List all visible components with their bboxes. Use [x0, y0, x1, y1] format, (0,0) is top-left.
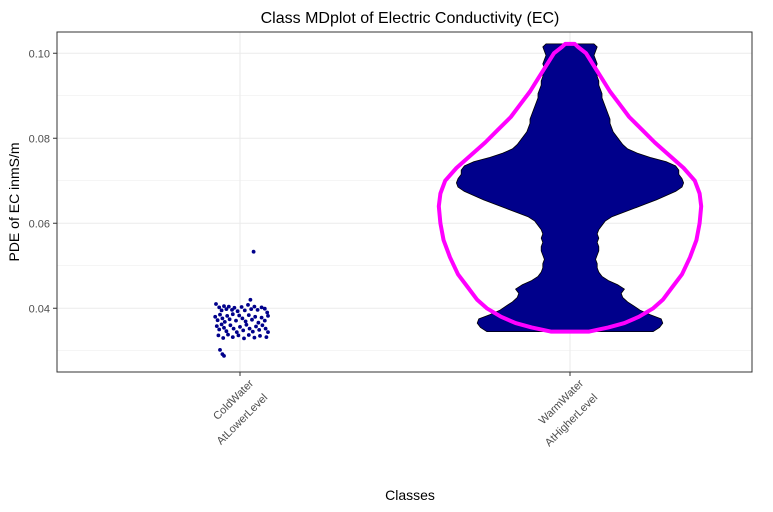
data-point [241, 328, 246, 333]
data-point [235, 309, 240, 314]
y-tick-label: 0.06 [29, 218, 50, 230]
data-point [259, 305, 264, 310]
points-layer [213, 249, 270, 358]
data-point [244, 322, 249, 327]
data-point [260, 323, 265, 328]
data-point [237, 313, 242, 318]
data-point [217, 305, 222, 310]
data-point [219, 322, 224, 327]
data-point [230, 312, 235, 317]
data-point [265, 310, 270, 315]
data-point [226, 332, 230, 337]
data-point [215, 318, 220, 323]
data-point [234, 330, 239, 334]
data-point [250, 329, 255, 334]
y-tick-label: 0.08 [29, 133, 50, 145]
data-point [264, 335, 269, 339]
overlay-curve-1 [436, 41, 704, 334]
data-point [258, 334, 262, 338]
data-point [220, 316, 225, 321]
data-point [227, 317, 232, 322]
data-point [234, 318, 238, 323]
data-point [238, 325, 242, 329]
data-point [266, 314, 270, 318]
data-point [225, 314, 230, 318]
data-point [221, 336, 226, 340]
overlay-layer [436, 41, 704, 334]
panel-border [56, 31, 753, 373]
data-point [248, 297, 253, 302]
data-point [263, 326, 268, 331]
density-shape-1 [456, 43, 684, 332]
data-point [254, 324, 258, 329]
y-tick-label: 0.04 [29, 303, 50, 315]
data-point [246, 303, 250, 307]
data-point [246, 333, 251, 337]
data-point [222, 354, 226, 358]
data-point [242, 308, 247, 313]
data-point [222, 304, 226, 308]
data-point [217, 327, 222, 332]
y-axis-title: PDE of EC inmS/m [6, 142, 22, 261]
data-point [255, 308, 260, 312]
data-point [228, 323, 233, 328]
data-point [253, 314, 258, 319]
data-point [222, 320, 227, 324]
y-axis: 0.04 0.06 0.08 0.10 [29, 48, 57, 315]
data-point [256, 320, 261, 325]
x-axis-title: Classes [385, 487, 435, 503]
data-point [216, 333, 221, 338]
data-point [232, 305, 237, 310]
data-point [259, 315, 264, 320]
data-point [240, 316, 245, 321]
data-point [213, 314, 218, 319]
data-point [219, 308, 224, 313]
chart-title: Class MDplot of Electric Conductivity (E… [261, 10, 560, 27]
data-point [262, 318, 267, 323]
data-point [218, 348, 222, 352]
data-point [231, 326, 236, 331]
data-point [226, 304, 231, 309]
data-point [224, 307, 229, 311]
data-point [247, 326, 252, 331]
data-point [242, 336, 246, 341]
data-point [257, 328, 262, 332]
data-point [252, 335, 257, 340]
data-point [214, 324, 219, 328]
data-point [224, 329, 229, 334]
data-point [243, 319, 248, 324]
data-point [214, 302, 218, 306]
data-point [251, 249, 256, 254]
data-point [239, 305, 244, 309]
data-point [222, 325, 226, 330]
data-point [218, 312, 222, 317]
data-point [252, 304, 257, 309]
data-point [230, 335, 235, 339]
data-point [266, 330, 270, 334]
data-point [249, 307, 254, 311]
data-point [236, 333, 241, 338]
data-point [246, 313, 251, 317]
density-layer [456, 43, 684, 332]
data-point [262, 306, 267, 311]
y-tick-label: 0.10 [29, 48, 50, 60]
data-point [250, 317, 254, 322]
